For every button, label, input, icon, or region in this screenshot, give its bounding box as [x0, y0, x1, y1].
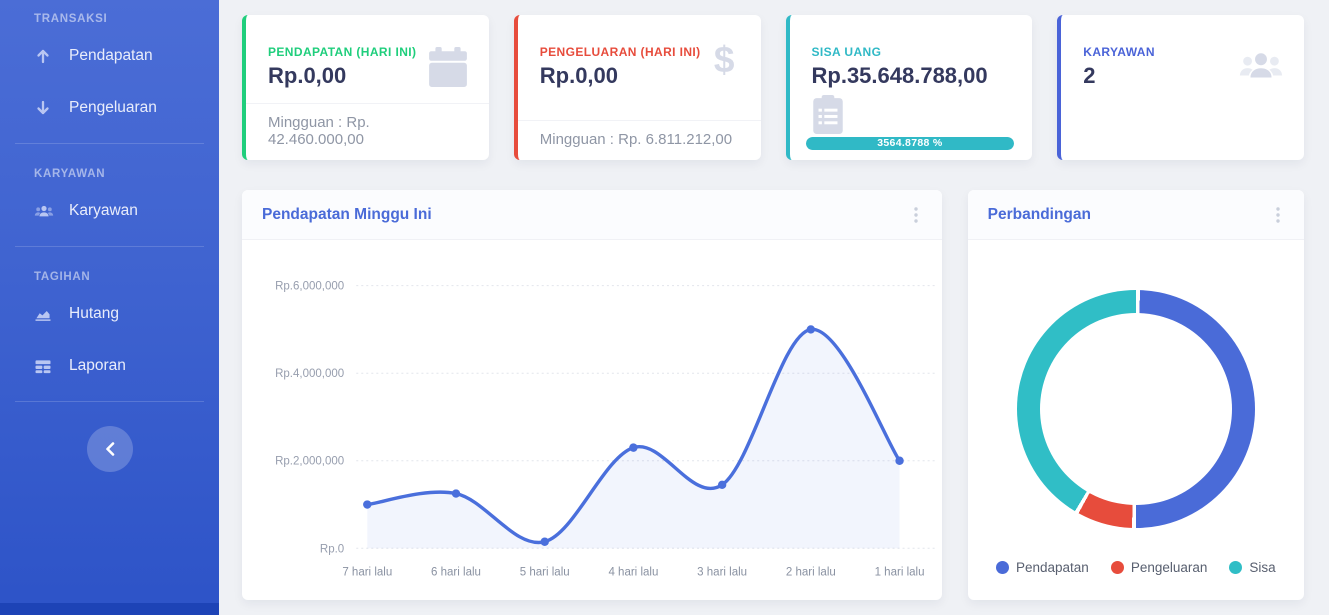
- stat-footer: Mingguan : Rp. 6.811.212,00: [517, 120, 761, 160]
- stat-label: SISA UANG: [811, 45, 882, 59]
- legend-label: Pendapatan: [1015, 560, 1089, 575]
- sidebar-item-karyawan[interactable]: Karyawan: [0, 185, 219, 237]
- table-icon: [34, 357, 54, 375]
- sidebar-item-pengeluaran[interactable]: Pengeluaran: [0, 82, 219, 134]
- sisa-progress-track: 3564.8788 %: [805, 137, 1015, 150]
- stat-label: KARYAWAN: [1083, 45, 1155, 59]
- sidebar-item-label: Pendapatan: [69, 47, 153, 64]
- sidebar-bottom-strip: [0, 603, 219, 615]
- sidebar-divider: [15, 246, 204, 247]
- line-chart-svg: Rp.0 Rp.2,000,000 Rp.4,000,000 Rp.6,000,000…: [275, 281, 936, 578]
- stat-label: PENGELUARAN (HARI INI): [539, 45, 701, 59]
- sidebar-item-label: Laporan: [69, 357, 126, 374]
- legend-item-pengeluaran[interactable]: Pengeluaran: [1110, 560, 1208, 575]
- arrow-down-icon: [34, 99, 54, 117]
- sidebar-item-laporan[interactable]: Laporan: [0, 340, 219, 392]
- chart-area-icon: [34, 305, 54, 323]
- sidebar-group-title-karyawan: KARYAWAN: [34, 168, 106, 180]
- legend-dot: [995, 561, 1009, 574]
- sidebar-divider: [15, 143, 204, 144]
- sidebar: TRANSAKSI Pendapatan Pengeluaran KARYAWA…: [0, 0, 219, 615]
- line-chart-card: Pendapatan Minggu Ini Rp.0 Rp.2,000,000 Rp…: [242, 190, 942, 600]
- line-chart-title: Pendapatan Minggu Ini: [262, 206, 432, 223]
- chevron-left-icon: [105, 442, 115, 456]
- legend-item-pendapatan[interactable]: Pendapatan: [995, 560, 1089, 575]
- svg-text:Rp.4,000,000: Rp.4,000,000: [275, 368, 344, 380]
- sidebar-divider: [15, 401, 204, 402]
- svg-text:5 hari lalu: 5 hari lalu: [520, 566, 570, 578]
- arrow-up-icon: [34, 47, 54, 65]
- main-content: PENDAPATAN (HARI INI) Rp.0,00 Mingguan :…: [219, 0, 1329, 615]
- sidebar-item-hutang[interactable]: Hutang: [0, 288, 219, 340]
- donut-chart-card: Perbandingan Pendapatan Pengeluaran: [967, 190, 1304, 600]
- legend-dot: [1110, 561, 1124, 574]
- sisa-progress-bar: 3564.8788 %: [805, 137, 1015, 150]
- dollar-icon: $: [713, 39, 735, 80]
- legend-item-sisa[interactable]: Sisa: [1229, 560, 1276, 575]
- sidebar-item-label: Hutang: [69, 305, 119, 322]
- donut-legend: Pendapatan Pengeluaran Sisa: [995, 560, 1276, 575]
- sidebar-collapse-button[interactable]: [86, 426, 133, 472]
- clipboard-icon: [812, 95, 844, 135]
- kebab-icon[interactable]: [1272, 205, 1284, 225]
- donut-chart-header: Perbandingan: [967, 190, 1304, 240]
- donut-chart-title: Perbandingan: [987, 206, 1091, 223]
- kebab-icon[interactable]: [910, 205, 922, 225]
- charts-row: Pendapatan Minggu Ini Rp.0 Rp.2,000,000 Rp…: [242, 190, 1304, 600]
- stat-label: PENDAPATAN (HARI INI): [268, 45, 417, 59]
- svg-text:3 hari lalu: 3 hari lalu: [697, 566, 747, 578]
- stat-value: 2: [1083, 63, 1096, 88]
- svg-text:4 hari lalu: 4 hari lalu: [608, 566, 658, 578]
- sidebar-group-title-tagihan: TAGIHAN: [34, 271, 91, 283]
- legend-label: Sisa: [1249, 560, 1276, 575]
- line-chart-body: Rp.0 Rp.2,000,000 Rp.4,000,000 Rp.6,000,000…: [242, 240, 942, 600]
- stat-footer: Mingguan : Rp. 42.460.000,00: [246, 103, 489, 160]
- svg-text:6 hari lalu: 6 hari lalu: [431, 566, 481, 578]
- sidebar-item-pendapatan[interactable]: Pendapatan: [0, 30, 219, 82]
- svg-text:7 hari lalu: 7 hari lalu: [342, 566, 392, 578]
- stat-value: Rp.0,00: [539, 63, 619, 88]
- stat-value: Rp.35.648.788,00: [811, 63, 988, 88]
- stats-row: PENDAPATAN (HARI INI) Rp.0,00 Mingguan :…: [242, 15, 1304, 160]
- stat-card-karyawan: KARYAWAN 2: [1057, 15, 1304, 160]
- donut-chart-body: Pendapatan Pengeluaran Sisa: [968, 240, 1304, 600]
- stat-card-sisa-uang: SISA UANG Rp.35.648.788,00 3564.8788 %: [785, 15, 1033, 160]
- svg-text:2 hari lalu: 2 hari lalu: [786, 566, 836, 578]
- stat-value: Rp.0,00: [268, 63, 347, 88]
- svg-text:Rp.6,000,000: Rp.6,000,000: [275, 281, 344, 293]
- svg-text:Rp.0: Rp.0: [320, 543, 344, 555]
- legend-label: Pengeluaran: [1130, 560, 1208, 575]
- svg-text:Rp.2,000,000: Rp.2,000,000: [275, 456, 344, 468]
- svg-text:1 hari lalu: 1 hari lalu: [875, 566, 925, 578]
- stat-card-pendapatan: PENDAPATAN (HARI INI) Rp.0,00 Mingguan :…: [242, 15, 489, 160]
- line-chart-header: Pendapatan Minggu Ini: [242, 190, 942, 240]
- donut-chart: [1016, 290, 1255, 528]
- sidebar-group-title-transaksi: TRANSAKSI: [34, 13, 108, 25]
- legend-dot: [1229, 561, 1243, 574]
- users-icon: [1238, 47, 1284, 83]
- calendar-icon: [427, 47, 469, 87]
- sidebar-item-label: Karyawan: [69, 202, 138, 219]
- users-icon: [34, 202, 54, 220]
- sidebar-item-label: Pengeluaran: [69, 99, 157, 116]
- stat-card-pengeluaran: PENGELUARAN (HARI INI) Rp.0,00 $ Minggua…: [513, 15, 761, 160]
